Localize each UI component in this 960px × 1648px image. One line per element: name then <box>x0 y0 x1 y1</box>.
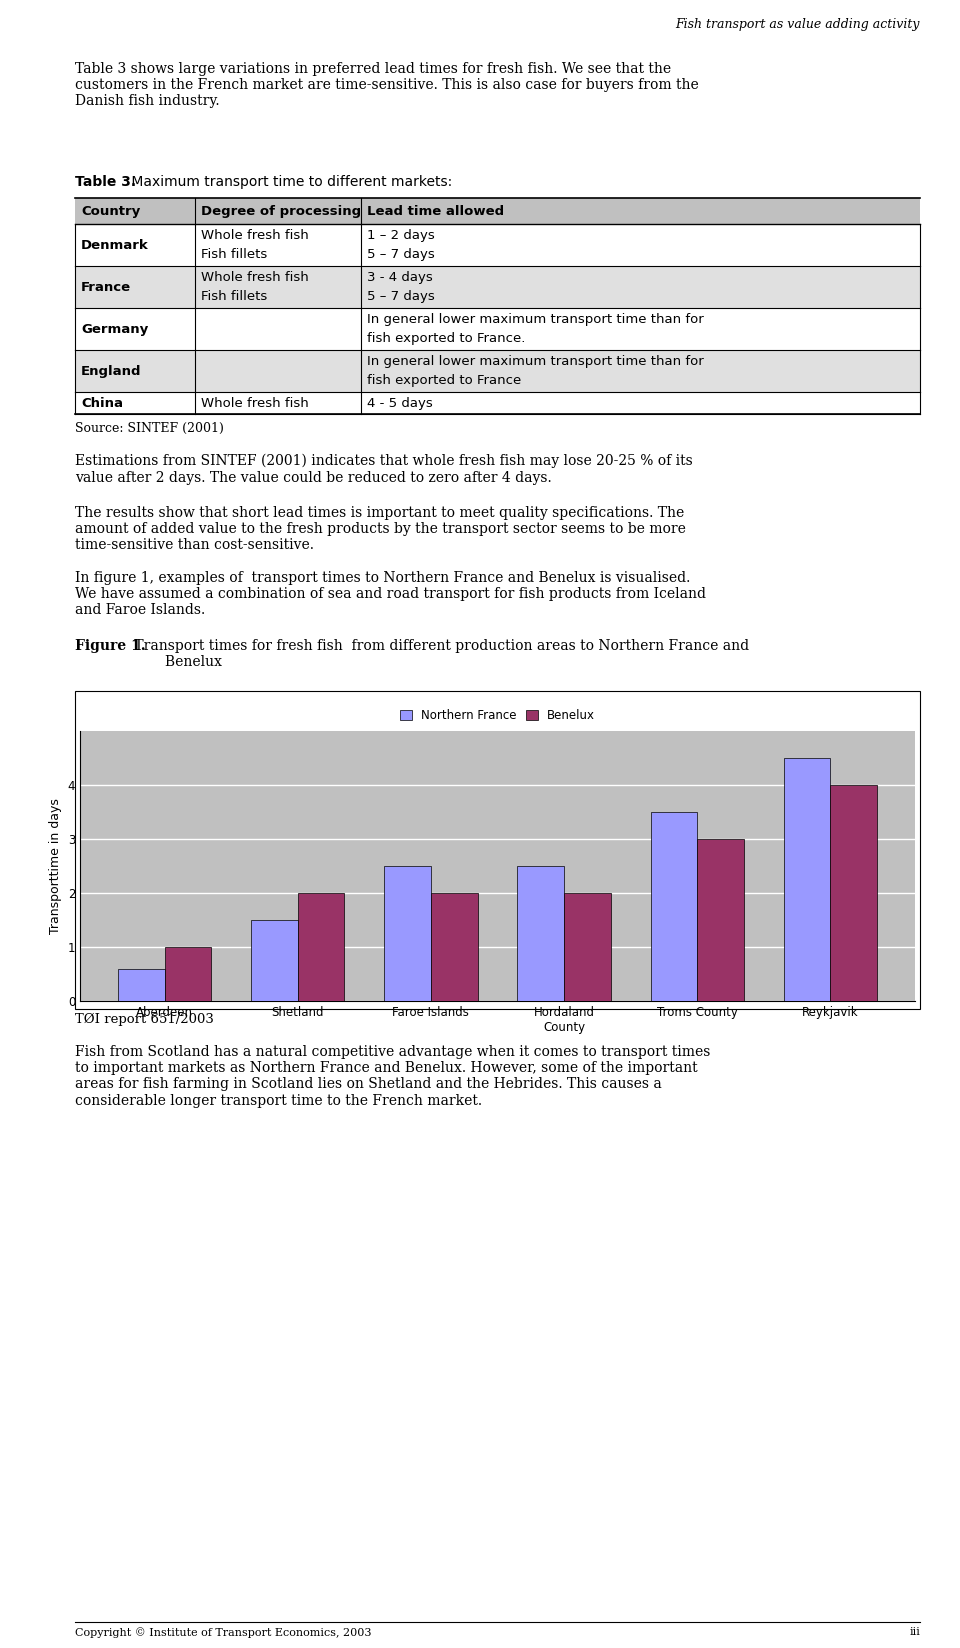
Text: In general lower maximum transport time than for: In general lower maximum transport time … <box>367 356 704 368</box>
Bar <box>75 224 920 265</box>
Bar <box>564 893 611 1000</box>
Text: Fish fillets: Fish fillets <box>201 290 267 303</box>
Bar <box>783 758 830 1000</box>
Text: France: France <box>81 280 132 293</box>
Text: 5 – 7 days: 5 – 7 days <box>367 247 435 260</box>
Text: TØI report 651/2003: TØI report 651/2003 <box>75 1014 214 1027</box>
Text: Transport times for fresh fish  from different production areas to Northern Fran: Transport times for fresh fish from diff… <box>130 639 749 669</box>
Text: China: China <box>81 397 123 409</box>
Text: 4 - 5 days: 4 - 5 days <box>367 397 433 409</box>
Text: fish exported to France.: fish exported to France. <box>367 331 525 344</box>
Text: Denmark: Denmark <box>81 239 149 252</box>
Text: Whole fresh fish: Whole fresh fish <box>201 229 309 242</box>
Bar <box>252 920 298 1000</box>
Bar <box>431 893 477 1000</box>
Y-axis label: Transporttime in days: Transporttime in days <box>49 798 62 934</box>
Bar <box>164 948 211 1000</box>
Bar <box>384 865 431 1000</box>
Bar <box>517 865 564 1000</box>
Text: Table 3.: Table 3. <box>75 175 136 190</box>
Text: Lead time allowed: Lead time allowed <box>367 204 504 218</box>
Text: 5 – 7 days: 5 – 7 days <box>367 290 435 303</box>
Text: Copyright © Institute of Transport Economics, 2003: Copyright © Institute of Transport Econo… <box>75 1627 372 1638</box>
Legend: Northern France, Benelux: Northern France, Benelux <box>396 704 600 727</box>
Text: Degree of processing: Degree of processing <box>201 204 361 218</box>
Bar <box>651 812 697 1000</box>
Text: Table 3 shows large variations in preferred lead times for fresh fish. We see th: Table 3 shows large variations in prefer… <box>75 63 699 109</box>
Text: 1 – 2 days: 1 – 2 days <box>367 229 435 242</box>
Bar <box>75 392 920 414</box>
Text: Fish transport as value adding activity: Fish transport as value adding activity <box>676 18 920 31</box>
Text: In figure 1, examples of  transport times to Northern France and Benelux is visu: In figure 1, examples of transport times… <box>75 570 706 618</box>
Bar <box>118 969 164 1000</box>
Text: Fish from Scotland has a natural competitive advantage when it comes to transpor: Fish from Scotland has a natural competi… <box>75 1045 710 1107</box>
Text: In general lower maximum transport time than for: In general lower maximum transport time … <box>367 313 704 326</box>
Bar <box>697 839 744 1000</box>
Text: Source: SINTEF (2001): Source: SINTEF (2001) <box>75 422 224 435</box>
Bar <box>298 893 345 1000</box>
Text: Estimations from SINTEF (2001) indicates that whole fresh fish may lose 20-25 % : Estimations from SINTEF (2001) indicates… <box>75 453 693 485</box>
Bar <box>75 349 920 392</box>
Bar <box>830 784 877 1000</box>
Text: Maximum transport time to different markets:: Maximum transport time to different mark… <box>127 175 452 190</box>
Text: fish exported to France: fish exported to France <box>367 374 521 387</box>
Text: Germany: Germany <box>81 323 148 336</box>
Bar <box>75 198 920 224</box>
Text: 3 - 4 days: 3 - 4 days <box>367 272 433 283</box>
Text: Figure 1.: Figure 1. <box>75 639 146 653</box>
Text: Fish fillets: Fish fillets <box>201 247 267 260</box>
Bar <box>75 265 920 308</box>
Text: England: England <box>81 364 141 377</box>
Text: Whole fresh fish: Whole fresh fish <box>201 397 309 409</box>
Text: The results show that short lead times is important to meet quality specificatio: The results show that short lead times i… <box>75 506 685 552</box>
Text: iii: iii <box>909 1627 920 1636</box>
Bar <box>75 308 920 349</box>
Text: Country: Country <box>81 204 140 218</box>
Text: Whole fresh fish: Whole fresh fish <box>201 272 309 283</box>
